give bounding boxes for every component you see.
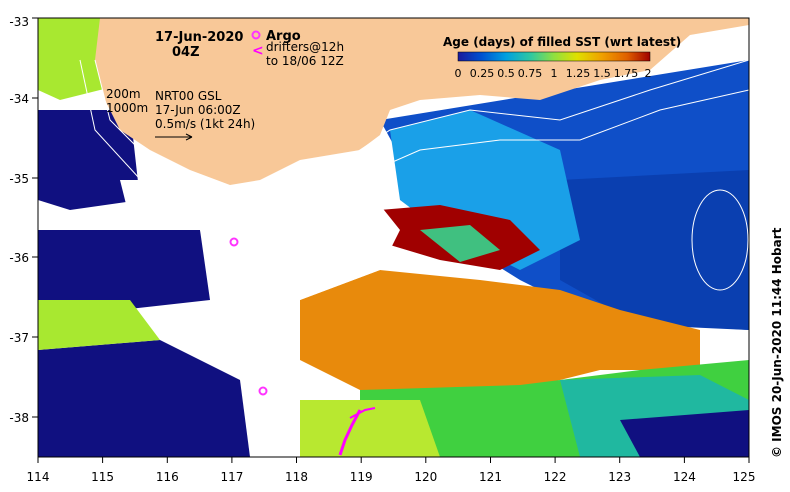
time-label: 04Z <box>172 45 200 60</box>
colorbar <box>457 51 651 62</box>
age-region-lime-s <box>300 400 440 457</box>
argo-legend-label: Argo <box>266 29 301 44</box>
age-region-cyan <box>390 110 580 270</box>
colorbar-tick: 1.75 <box>614 67 639 80</box>
y-tick-label: -35 <box>9 172 29 186</box>
x-tick-label: 119 <box>350 470 373 484</box>
argo-legend-icon <box>251 30 261 40</box>
scale-label: 0.5m/s (1kt 24h) <box>155 117 255 131</box>
colorbar-tick: 0.25 <box>470 67 495 80</box>
colorbar-tick: 2 <box>645 67 652 80</box>
colorbar-ticks: 0 0.25 0.5 0.75 1 1.25 1.5 1.75 2 <box>455 67 652 80</box>
colorbar-tick: 1.25 <box>566 67 591 80</box>
age-region-deepblue <box>560 170 749 330</box>
drifters-legend-line2: to 18/06 12Z <box>266 54 344 68</box>
y-axis-ticks <box>32 17 38 418</box>
age-region-navy-se <box>620 410 749 457</box>
plot-frame <box>37 17 750 458</box>
age-region-orange <box>300 270 700 400</box>
x-tick-label: 121 <box>479 470 502 484</box>
scale-arrowhead <box>185 133 193 141</box>
age-region-nodata <box>120 180 400 300</box>
x-tick-label: 123 <box>608 470 631 484</box>
colorbar-title: Age (days) of filled SST (wrt latest) <box>443 35 681 49</box>
colorbar-tick: 0.5 <box>497 67 515 80</box>
drifter-track <box>338 409 362 456</box>
y-tick-label: -33 <box>9 15 29 29</box>
age-region-teal <box>420 225 500 262</box>
credit-label: © IMOS 20-Jun-2020 11:44 Hobart <box>770 227 784 458</box>
colorbar-tick: 1.5 <box>593 67 611 80</box>
x-tick-label: 124 <box>673 470 696 484</box>
x-tick-label: 115 <box>91 470 114 484</box>
colorbar-tick: 1 <box>551 67 558 80</box>
x-axis-ticks <box>37 457 750 463</box>
product-name-label: NRT00 GSL <box>155 89 222 103</box>
x-tick-label: 117 <box>220 470 243 484</box>
argo-float-marker <box>229 237 239 247</box>
y-tick-label: -34 <box>9 92 29 106</box>
drifter-legend-icon: < <box>252 43 264 59</box>
x-tick-label: 116 <box>156 470 179 484</box>
drifter-track-2 <box>349 407 376 419</box>
x-tick-label: 122 <box>544 470 567 484</box>
drifters-legend-line1: drifters@12h <box>266 40 344 54</box>
x-tick-label: 120 <box>414 470 437 484</box>
isobath-1000-label: 1000m <box>106 101 148 115</box>
y-axis-labels: -33 -34 -35 -36 -37 -38 <box>9 15 29 425</box>
eddy-contour <box>691 189 749 291</box>
date-label: 17-Jun-2020 <box>155 30 243 45</box>
isobath-200-label: 200m <box>106 87 141 101</box>
age-region-lime-w <box>38 300 160 350</box>
age-region-navy-nw <box>38 110 140 210</box>
map-plot-area <box>38 18 749 457</box>
argo-float-marker <box>258 386 268 396</box>
y-tick-label: -37 <box>9 331 29 345</box>
x-tick-label: 118 <box>285 470 308 484</box>
colorbar-tick: 0 <box>455 67 462 80</box>
x-axis-labels: 114 115 116 117 118 119 120 121 122 123 … <box>27 470 756 484</box>
y-tick-label: -36 <box>9 251 29 265</box>
age-region-navy-w <box>38 230 210 310</box>
isobath-1000m-line <box>79 59 749 211</box>
y-tick-label: -38 <box>9 411 29 425</box>
x-tick-label: 114 <box>27 470 50 484</box>
product-time-label: 17-Jun 06:00Z <box>155 103 241 117</box>
colorbar-tick: 0.75 <box>518 67 543 80</box>
x-tick-label: 125 <box>733 470 756 484</box>
isobath-200m-line <box>94 59 749 196</box>
age-region-navy-sw <box>38 340 250 457</box>
